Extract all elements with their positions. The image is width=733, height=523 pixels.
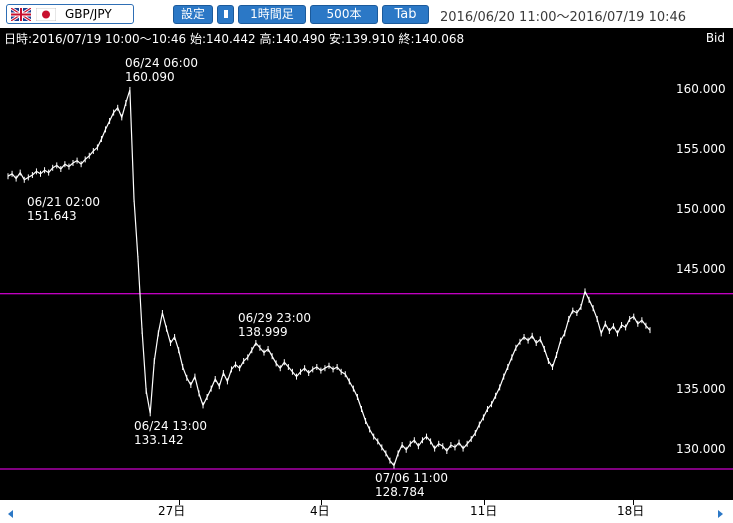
annotation-value: 138.999 (238, 325, 288, 339)
toolbar: GBP/JPY 設定 1時間足 500本 Tab 2016/06/20 11:0… (0, 0, 733, 28)
price-line (7, 89, 651, 467)
annotation-date: 06/29 23:00 (238, 311, 311, 325)
annotation-start: 06/21 02:00 151.643 (27, 195, 100, 223)
bid-label: Bid (705, 31, 725, 45)
annotation-date: 06/24 13:00 (134, 419, 207, 433)
date-range: 2016/06/20 11:00～2016/07/19 10:46 (440, 10, 687, 25)
uk-flag-icon (11, 8, 31, 21)
y-tick-label: 155.000 (676, 142, 726, 156)
candle-icon (223, 10, 228, 18)
timeframe-button[interactable]: 1時間足 (238, 5, 306, 24)
annotation-date: 06/21 02:00 (27, 195, 100, 209)
x-tick-label: 11日 (470, 504, 498, 518)
y-tick-label: 145.000 (676, 262, 726, 276)
price-chart[interactable]: 日時:2016/07/19 10:00～10:46 始:140.442 高:14… (0, 28, 733, 502)
x-tick-label: 27日 (158, 504, 186, 518)
annotation-date: 07/06 11:00 (375, 471, 448, 485)
y-tick-label: 160.000 (676, 82, 726, 96)
annotation-low: 07/06 11:00 128.784 (375, 471, 448, 499)
annotation-local-high: 06/29 23:00 138.999 (238, 311, 311, 339)
annotation-high: 06/24 06:00 160.090 (125, 56, 198, 84)
annotation-crash-low: 06/24 13:00 133.142 (134, 419, 207, 447)
scroll-left-icon[interactable] (8, 510, 13, 518)
settings-button[interactable]: 設定 (173, 5, 213, 24)
annotation-value: 133.142 (134, 433, 184, 447)
x-tick-mark (321, 500, 322, 505)
price-plot (0, 86, 733, 470)
bar-count-button[interactable]: 500本 (310, 5, 378, 24)
y-tick-label: 135.000 (676, 382, 726, 396)
annotation-date: 06/24 06:00 (125, 56, 198, 70)
annotation-value: 151.643 (27, 209, 77, 223)
y-tick-label: 150.000 (676, 202, 726, 216)
annotation-value: 128.784 (375, 485, 425, 499)
chart-type-button[interactable] (217, 5, 234, 24)
x-tick-label: 18日 (617, 504, 645, 518)
currency-pair-selector[interactable]: GBP/JPY (6, 4, 134, 24)
scroll-right-icon[interactable] (718, 510, 723, 518)
tab-button[interactable]: Tab (382, 5, 429, 24)
x-tick-label: 4日 (310, 504, 330, 518)
x-tick-mark (179, 500, 180, 505)
x-tick-mark (633, 500, 634, 505)
ohlc-info: 日時:2016/07/19 10:00～10:46 始:140.442 高:14… (4, 32, 465, 46)
y-tick-label: 130.000 (676, 442, 726, 456)
currency-pair-label: GBP/JPY (65, 7, 112, 21)
x-tick-mark (484, 500, 485, 505)
japan-flag-icon (36, 8, 56, 21)
annotation-value: 160.090 (125, 70, 175, 84)
x-axis: 27日 4日 11日 18日 (0, 500, 733, 523)
